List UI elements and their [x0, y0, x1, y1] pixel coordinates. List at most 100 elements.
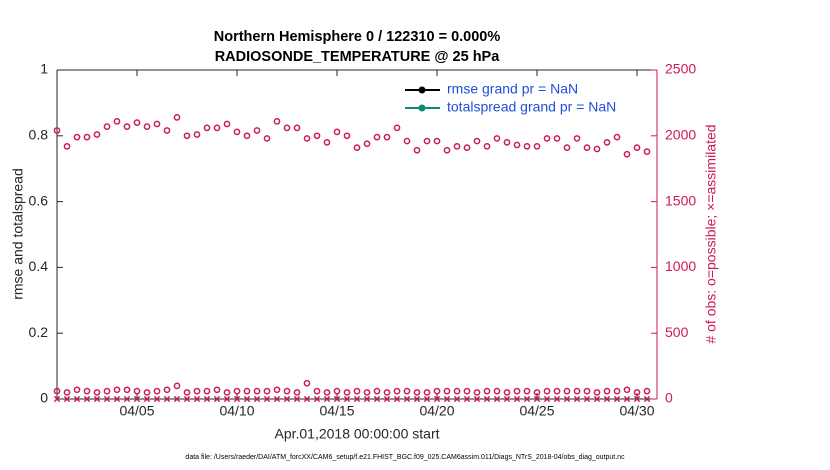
assimilated-marker	[63, 395, 71, 403]
chart-title: Northern Hemisphere 0 / 122310 = 0.000%	[214, 29, 501, 45]
possible-marker	[593, 389, 601, 396]
assimilated-marker	[613, 395, 621, 403]
assimilated-marker	[583, 395, 591, 403]
legend-marker	[418, 86, 426, 94]
possible-marker	[443, 146, 451, 154]
legend-marker	[418, 104, 426, 112]
assimilated-marker	[83, 395, 91, 403]
y-tick-label: 0.6	[29, 192, 49, 208]
possible-marker	[633, 389, 641, 396]
possible-marker	[503, 389, 511, 396]
assimilated-marker	[513, 395, 521, 403]
possible-marker	[583, 144, 591, 151]
assimilated-marker	[233, 395, 241, 403]
assimilated-marker	[633, 395, 641, 403]
assimilated-marker	[253, 395, 261, 403]
possible-marker	[143, 123, 151, 130]
assimilated-marker	[183, 395, 191, 403]
y2-tick-label: 0	[665, 390, 673, 406]
possible-marker	[123, 123, 131, 130]
assimilated-marker	[273, 395, 281, 403]
chart-subtitle: RADIOSONDE_TEMPERATURE @ 25 hPa	[215, 49, 501, 65]
assimilated-marker	[123, 395, 131, 403]
y-tick-label: 0	[40, 390, 48, 406]
assimilated-marker	[543, 395, 551, 403]
x-axis-label: Apr.01,2018 00:00:00 start	[274, 426, 439, 442]
possible-marker	[403, 387, 411, 395]
possible-marker	[273, 117, 281, 125]
possible-marker	[493, 135, 501, 142]
possible-marker	[283, 124, 291, 132]
possible-marker	[273, 386, 281, 394]
possible-marker	[213, 386, 221, 394]
possible-marker	[243, 132, 251, 140]
assimilated-marker	[243, 395, 251, 403]
assimilated-marker	[223, 395, 231, 403]
assimilated-marker	[463, 395, 471, 403]
possible-marker	[153, 387, 161, 395]
possible-marker	[373, 133, 381, 141]
possible-marker	[493, 387, 501, 395]
possible-marker	[393, 387, 401, 395]
possible-marker	[103, 123, 111, 130]
assimilated-marker	[303, 395, 311, 403]
possible-marker	[293, 124, 301, 132]
possible-marker	[203, 124, 211, 132]
legend-label: rmse grand pr = NaN	[447, 81, 578, 97]
assimilated-marker	[383, 395, 391, 403]
possible-marker	[613, 387, 621, 395]
assimilated-marker	[143, 395, 151, 403]
y-tick-label: 1	[40, 61, 48, 77]
possible-marker	[433, 137, 441, 145]
possible-marker	[533, 389, 541, 396]
possible-marker	[283, 387, 291, 395]
possible-marker	[53, 387, 61, 395]
possible-marker	[413, 146, 421, 154]
assimilated-marker	[163, 395, 171, 403]
possible-marker	[253, 387, 261, 395]
possible-marker	[323, 389, 331, 396]
data-file-note: data file: /Users/raeder/DAI/ATM_forcXX/…	[185, 454, 625, 461]
assimilated-marker	[153, 395, 161, 403]
assimilated-marker	[443, 395, 451, 403]
assimilated-marker	[193, 395, 201, 403]
assimilated-marker	[103, 395, 111, 403]
y-tick-label: 0.4	[29, 258, 49, 274]
possible-marker	[553, 135, 561, 142]
assimilated-marker	[603, 395, 611, 403]
possible-marker	[483, 142, 491, 150]
possible-marker	[63, 389, 71, 396]
possible-marker	[153, 120, 161, 128]
possible-marker	[433, 387, 441, 395]
possible-marker	[213, 124, 221, 132]
assimilated-marker	[393, 395, 401, 403]
y-axis-label: rmse and totalspread	[10, 168, 26, 300]
assimilated-marker	[343, 395, 351, 403]
x-tick-label: 04/15	[319, 403, 354, 419]
assimilated-marker	[53, 395, 61, 403]
possible-marker	[363, 389, 371, 396]
assimilated-marker	[483, 395, 491, 403]
possible-marker	[473, 137, 481, 145]
possible-marker	[563, 387, 571, 395]
assimilated-marker	[433, 395, 441, 403]
x-tick-label: 04/05	[119, 403, 154, 419]
assimilated-marker	[363, 395, 371, 403]
assimilated-marker	[423, 395, 431, 403]
possible-marker	[603, 139, 611, 146]
possible-marker	[173, 114, 181, 121]
assimilated-marker	[403, 395, 411, 403]
possible-marker	[553, 387, 561, 395]
possible-marker	[423, 137, 431, 145]
possible-marker	[203, 387, 211, 395]
possible-marker	[503, 139, 511, 146]
possible-marker	[83, 133, 91, 141]
assimilated-marker	[173, 395, 181, 403]
assimilated-marker	[293, 395, 301, 403]
possible-marker	[93, 389, 101, 396]
possible-marker	[223, 389, 231, 396]
assimilated-marker	[553, 395, 561, 403]
x-tick-label: 04/25	[519, 403, 554, 419]
assimilated-marker	[353, 395, 361, 403]
